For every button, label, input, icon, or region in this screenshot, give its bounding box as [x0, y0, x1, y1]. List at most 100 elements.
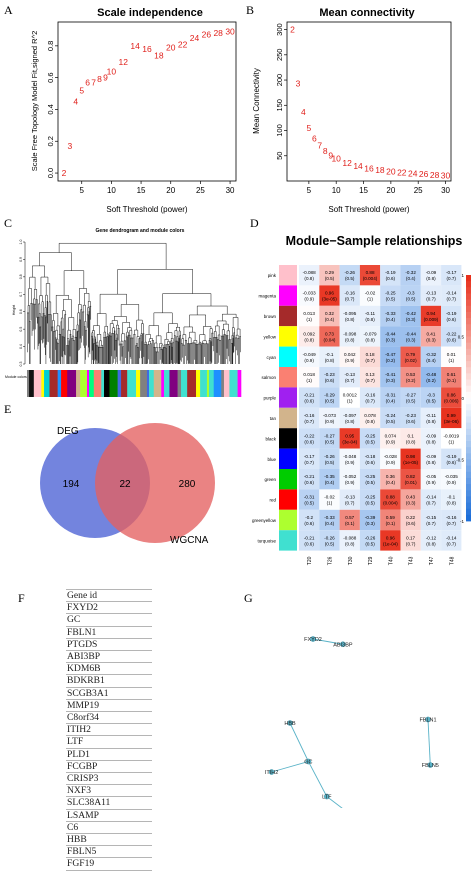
heatmap-cell-pvalue: (1): [347, 399, 353, 404]
heatmap-cell: [400, 285, 421, 306]
heatmap-cell-pvalue: (0.8): [447, 501, 457, 506]
heatmap-cell-value: -0.29: [324, 393, 335, 398]
heatmap-row-color: [279, 448, 297, 469]
heatmap-cell: [339, 509, 360, 531]
heatmap-cell-value: 0.013: [303, 311, 315, 316]
panel-letter-b: B: [246, 3, 254, 17]
chart-b-xtick-label: 25: [414, 186, 423, 195]
heatmap-cell: [420, 367, 442, 388]
heatmap-cell: [420, 428, 442, 449]
heatmap-cell-pvalue: (0.9): [325, 419, 335, 424]
chart-a-point: 30: [225, 27, 235, 37]
heatmap-cell-value: -0.17: [446, 270, 457, 275]
chart-b-title: Mean connectivity: [319, 7, 415, 19]
heatmap-cell: [299, 387, 320, 408]
heatmap-cell-pvalue: (0.4): [325, 480, 335, 485]
heatmap-cell-pvalue: (0.04): [323, 337, 335, 342]
chart-a-ytick-label: 0.2: [46, 136, 55, 146]
heatmap-cell: [319, 407, 340, 429]
heatmap-cell-pvalue: (0.6): [386, 276, 396, 281]
heatmap-cell-pvalue: (0.9): [345, 358, 355, 363]
heatmap-cell-value: 0.32: [325, 311, 334, 316]
chart-a-point: 6: [85, 77, 90, 87]
colorbar-step: [466, 287, 471, 294]
heatmap-cell: [380, 326, 401, 347]
chart-a-xtick-label: 20: [166, 186, 175, 195]
heatmap-cell-value: -0.25: [365, 474, 376, 479]
heatmap-cell-pvalue: (0.8): [325, 358, 335, 363]
heatmap-cell-value: -0.033: [303, 291, 316, 296]
chart-b-point: 9: [328, 150, 333, 160]
module-color-segment: [117, 370, 122, 397]
heatmap-cell: [319, 265, 340, 286]
chart-a-xtick-label: 10: [107, 186, 116, 195]
heatmap-cell-pvalue: (0.6): [325, 378, 335, 383]
table-row: BDKRB1: [66, 674, 152, 688]
heatmap-cell-pvalue: (0.4): [386, 317, 396, 322]
heatmap-cell: [299, 428, 320, 449]
gene-table-cell: ITIH2: [66, 723, 152, 737]
heatmap-cell: [441, 387, 462, 408]
heatmap-cell-pvalue: (1e-05): [403, 460, 418, 465]
table-row: LTF: [66, 735, 152, 749]
chart-b-point: 2: [290, 25, 295, 35]
colorbar-step: [466, 367, 471, 374]
heatmap-cell: [441, 509, 462, 531]
heatmap-cell-pvalue: (0.8): [345, 541, 355, 546]
module-color-segment: [148, 370, 155, 397]
heatmap-cell: [380, 428, 401, 449]
heatmap-cell-pvalue: (0.5): [325, 460, 335, 465]
heatmap-cell-pvalue: (1): [327, 501, 333, 506]
heatmap-cell-value: -0.2: [305, 515, 313, 520]
network-node-label: ABI3BP: [333, 642, 353, 648]
heatmap-row-label: greenyellow: [252, 518, 277, 523]
chart-b-ylabel: Mean Connectivity: [252, 68, 261, 134]
heatmap-cell-pvalue: (0.7): [426, 501, 436, 506]
heatmap-cell-pvalue: (0.5): [325, 276, 335, 281]
heatmap-cell-pvalue: (0.6): [447, 317, 457, 322]
heatmap-cell: [339, 346, 360, 367]
chart-a-point: 22: [178, 39, 188, 49]
gene-table-cell: FCGBP: [66, 760, 152, 774]
chart-c-ytick-label: 0.8: [19, 274, 23, 279]
heatmap-row-label: tan: [270, 416, 277, 421]
heatmap-cell-value: -0.21: [304, 535, 315, 540]
heatmap-cell-pvalue: (0.01): [405, 480, 417, 485]
heatmap-cell-pvalue: (0.8): [365, 419, 375, 424]
chart-a-point: 14: [130, 41, 140, 51]
heatmap-cell-pvalue: (0.7): [304, 460, 314, 465]
heatmap-cell-pvalue: (0.3): [386, 337, 396, 342]
gene-table-cell: SLC38A11: [66, 796, 152, 810]
heatmap-cell-value: -0.26: [324, 535, 335, 540]
network-node: [310, 636, 316, 642]
heatmap-cell: [441, 469, 462, 490]
colorbar-step: [466, 484, 471, 491]
heatmap-col-label: T47: [429, 556, 435, 565]
table-row: FXYD2: [66, 601, 152, 615]
heatmap-row-label: blue: [267, 457, 276, 462]
module-color-segment: [146, 370, 150, 397]
heatmap-cell: [420, 305, 442, 327]
chart-a-point: 12: [119, 57, 129, 67]
heatmap-cell-pvalue: (0.5): [426, 399, 436, 404]
heatmap-cell-value: -0.1: [325, 352, 333, 357]
heatmap-cell-pvalue: (0.5): [325, 541, 335, 546]
chart-b-xtick-label: 20: [386, 186, 395, 195]
network-node: [268, 769, 275, 775]
heatmap-cell-value: -0.22: [304, 433, 315, 438]
heatmap-cell: [299, 265, 320, 286]
chart-b-point: 30: [441, 170, 451, 180]
heatmap-cell-value: -0.23: [405, 413, 416, 418]
heatmap-cell: [299, 407, 320, 429]
scale-independence-chart: Scale independence 5 10 15 20 25 300.00.20.40…: [30, 7, 237, 214]
heatmap-cell-value: -0.32: [426, 352, 437, 357]
heatmap-cell: [319, 530, 340, 551]
venn-circle-wgcna: [95, 423, 215, 543]
chart-a-point: 16: [142, 44, 152, 54]
heatmap-cell: [299, 489, 320, 510]
heatmap-cell-pvalue: (0.9): [345, 460, 355, 465]
heatmap-cell-pvalue: (0.004): [363, 276, 378, 281]
heatmap-cell-pvalue: (0.5): [365, 439, 375, 444]
colorbar-step: [466, 398, 471, 405]
module-color-segment: [101, 370, 105, 397]
